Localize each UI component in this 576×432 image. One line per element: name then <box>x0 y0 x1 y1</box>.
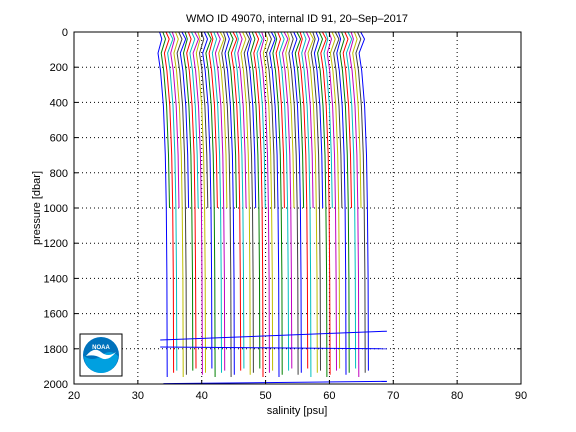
logo-bird-icon <box>86 349 116 360</box>
profile-line <box>195 31 206 373</box>
y-tick-label: 1000 <box>44 203 68 215</box>
x-tick-labels: 20 30 40 50 60 70 80 90 <box>68 390 527 402</box>
profile-line <box>163 31 175 373</box>
profile-line <box>313 31 324 209</box>
profile-line <box>224 31 235 375</box>
profile-line <box>291 31 302 373</box>
profile-line <box>259 31 270 373</box>
profile-line <box>288 31 299 375</box>
logo-text: NOAA <box>92 345 110 351</box>
x-tick-label: 70 <box>387 390 399 402</box>
profile-line <box>173 31 184 378</box>
profile-line <box>256 31 266 209</box>
profile-line <box>317 31 328 378</box>
profile-line <box>202 31 213 369</box>
profile-line <box>157 31 168 378</box>
profile-bottom-segment <box>163 380 387 385</box>
y-tick-label: 1800 <box>44 344 68 356</box>
x-tick-label: 80 <box>451 390 463 402</box>
y-tick-label: 400 <box>50 97 68 109</box>
profile-line <box>250 31 261 369</box>
profile-line <box>246 31 257 209</box>
profile-line <box>234 31 245 369</box>
x-tick-label: 40 <box>196 390 208 402</box>
profile-line <box>214 31 226 371</box>
profile-line <box>352 31 362 209</box>
profile-line <box>358 31 369 371</box>
profile-line <box>170 31 180 209</box>
y-tick-label: 1600 <box>44 309 68 321</box>
profile-line <box>182 31 194 371</box>
profile-line <box>179 31 190 209</box>
profile-line <box>294 31 305 209</box>
y-tick-label: 200 <box>50 62 68 74</box>
profile-line <box>198 31 209 209</box>
profile-line <box>205 31 216 378</box>
y-axis-title: pressure [dbar] <box>31 171 43 245</box>
x-axis-title: salinity [psu] <box>267 405 328 417</box>
profile-line <box>326 31 337 371</box>
x-tick-label: 20 <box>68 390 80 402</box>
profile-lines <box>157 31 387 385</box>
profile-line <box>160 31 170 209</box>
profile-line <box>211 31 222 373</box>
profile-bottom-segment <box>160 346 387 350</box>
axis-ticks <box>73 31 522 385</box>
profile-line <box>304 31 314 209</box>
noaa-logo: NOAA <box>79 333 123 377</box>
profile-line <box>339 31 350 373</box>
y-tick-label: 600 <box>50 133 68 145</box>
y-tick-label: 0 <box>62 27 68 39</box>
profile-line <box>355 31 366 373</box>
profile-line <box>320 31 331 375</box>
profile-line <box>218 31 228 209</box>
profile-line <box>262 31 274 371</box>
profile-line <box>310 31 321 371</box>
profile-line <box>333 31 343 209</box>
profile-line <box>348 31 360 378</box>
y-tick-label: 1400 <box>44 273 68 285</box>
profile-line <box>278 31 290 371</box>
profile-line <box>269 31 280 378</box>
profile-line <box>176 31 187 375</box>
x-tick-label: 30 <box>132 390 144 402</box>
profile-line <box>272 31 283 375</box>
y-tick-label: 2000 <box>44 379 68 391</box>
profile-line <box>336 31 347 375</box>
profile-line <box>253 31 264 378</box>
profile-line <box>189 31 199 209</box>
profile-line <box>265 31 276 209</box>
profile-line <box>329 31 341 369</box>
profile-line <box>285 31 295 209</box>
profile-line <box>237 31 247 209</box>
profile-line <box>208 31 218 209</box>
profile-line <box>192 31 203 375</box>
y-tick-label: 800 <box>50 168 68 180</box>
profile-bottom-segment <box>160 330 387 341</box>
chart-title: WMO ID 49070, internal ID 91, 20–Sep–201… <box>186 13 408 25</box>
profile-line <box>167 31 178 371</box>
profile-line <box>221 31 232 378</box>
y-tick-labels: 0 200 400 600 800 1000 1200 1400 1600 1800 2000 <box>44 27 68 391</box>
profile-line <box>243 31 254 373</box>
profile-line <box>307 31 318 373</box>
profile-line <box>230 31 242 371</box>
x-tick-label: 50 <box>259 390 271 402</box>
profile-line <box>240 31 251 375</box>
x-tick-label: 90 <box>515 390 527 402</box>
y-tick-label: 1200 <box>44 238 68 250</box>
x-tick-label: 60 <box>323 390 335 402</box>
profile-line <box>323 31 333 209</box>
profile-line <box>186 31 197 369</box>
profile-line <box>345 31 357 369</box>
profile-line <box>281 31 293 369</box>
profile-line <box>227 31 237 209</box>
profile-line <box>342 31 352 209</box>
profile-line <box>275 31 285 209</box>
profile-line <box>297 31 309 369</box>
profile-line <box>301 31 312 378</box>
